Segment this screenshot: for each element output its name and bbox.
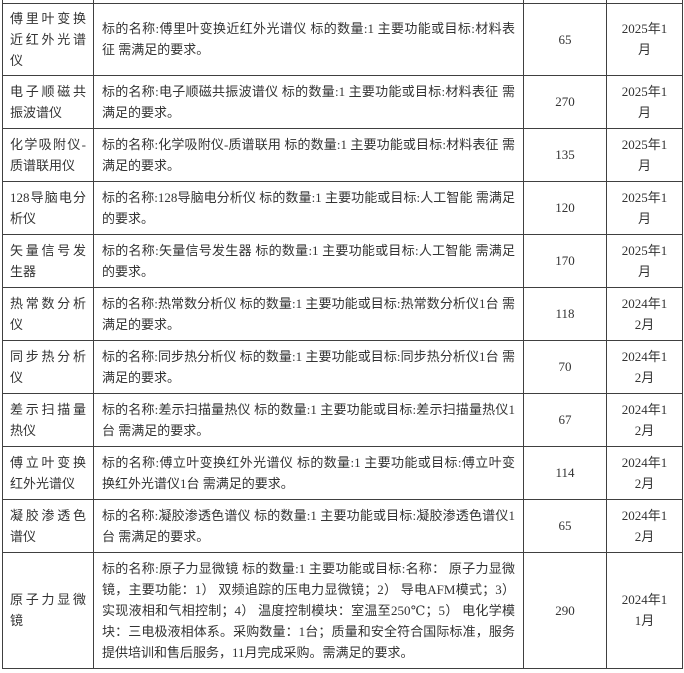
- item-description: 标的名称:矢量信号发生器 标的数量:1 主要功能或目标:人工智能 需满足的要求。: [93, 233, 524, 288]
- item-name: 128导脑电分析仪: [2, 180, 94, 235]
- budget-amount: 70: [523, 339, 607, 394]
- item-name: 差示扫描量热仪: [2, 392, 94, 447]
- item-description: 标的名称:傅立叶变换红外光谱仪 标的数量:1 主要功能或目标:傅立叶变换红外光谱…: [93, 445, 524, 500]
- table-row: 电子顺磁共振波谱仪 标的名称:电子顺磁共振波谱仪 标的数量:1 主要功能或目标:…: [2, 74, 683, 129]
- budget-amount: 170: [523, 233, 607, 288]
- item-description: 标的名称:原子力显微镜 标的数量:1 主要功能或目标:名称： 原子力显微镜，主要…: [93, 551, 524, 669]
- item-description: 标的名称:同步热分析仪 标的数量:1 主要功能或目标:同步热分析仪1台 需满足的…: [93, 339, 524, 394]
- budget-amount: 118: [523, 286, 607, 341]
- table-row: 傅立叶变换红外光谱仪 标的名称:傅立叶变换红外光谱仪 标的数量:1 主要功能或目…: [2, 445, 683, 500]
- table-row: 化学吸附仪-质谱联用仪 标的名称:化学吸附仪-质谱联用 标的数量:1 主要功能或…: [2, 127, 683, 182]
- purchase-date: 2025年1月: [606, 180, 683, 235]
- item-name: 同步热分析仪: [2, 339, 94, 394]
- item-name: 热常数分析仪: [2, 286, 94, 341]
- item-name: 傅立叶变换红外光谱仪: [2, 445, 94, 500]
- table-row: 热常数分析仪 标的名称:热常数分析仪 标的数量:1 主要功能或目标:热常数分析仪…: [2, 286, 683, 341]
- item-description: 标的名称:差示扫描量热仪 标的数量:1 主要功能或目标:差示扫描量热仪1台 需满…: [93, 392, 524, 447]
- item-name: 原子力显微镜: [2, 551, 94, 669]
- budget-amount: 270: [523, 74, 607, 129]
- purchase-date: 2024年12月: [606, 286, 683, 341]
- item-name: 化学吸附仪-质谱联用仪: [2, 127, 94, 182]
- purchase-date: 2024年12月: [606, 339, 683, 394]
- budget-amount: 135: [523, 127, 607, 182]
- table-row: 傅里叶变换近红外光谱仪 标的名称:傅里叶变换近红外光谱仪 标的数量:1 主要功能…: [2, 2, 683, 76]
- item-description: 标的名称:化学吸附仪-质谱联用 标的数量:1 主要功能或目标:材料表征 需满足的…: [93, 127, 524, 182]
- purchase-date: 2025年1月: [606, 74, 683, 129]
- item-description: 标的名称:电子顺磁共振波谱仪 标的数量:1 主要功能或目标:材料表征 需满足的要…: [93, 74, 524, 129]
- budget-amount: 120: [523, 180, 607, 235]
- item-description: 标的名称:128导脑电分析仪 标的数量:1 主要功能或目标:人工智能 需满足的要…: [93, 180, 524, 235]
- budget-amount: 114: [523, 445, 607, 500]
- budget-amount: 65: [523, 498, 607, 553]
- purchase-date: 2024年12月: [606, 392, 683, 447]
- purchase-date: 2025年1月: [606, 127, 683, 182]
- item-name: 电子顺磁共振波谱仪: [2, 74, 94, 129]
- item-description: 标的名称:热常数分析仪 标的数量:1 主要功能或目标:热常数分析仪1台 需满足的…: [93, 286, 524, 341]
- item-name: 凝胶渗透色谱仪: [2, 498, 94, 553]
- budget-amount: 67: [523, 392, 607, 447]
- purchase-date: 2024年12月: [606, 498, 683, 553]
- item-description: 标的名称:凝胶渗透色谱仪 标的数量:1 主要功能或目标:凝胶渗透色谱仪1台 需满…: [93, 498, 524, 553]
- table-row: 同步热分析仪 标的名称:同步热分析仪 标的数量:1 主要功能或目标:同步热分析仪…: [2, 339, 683, 394]
- table-row: 矢量信号发生器 标的名称:矢量信号发生器 标的数量:1 主要功能或目标:人工智能…: [2, 233, 683, 288]
- item-name: 傅里叶变换近红外光谱仪: [2, 2, 94, 76]
- purchase-date: 2024年11月: [606, 551, 683, 669]
- table-row: 原子力显微镜 标的名称:原子力显微镜 标的数量:1 主要功能或目标:名称： 原子…: [2, 551, 683, 669]
- purchase-date: 2025年1月: [606, 2, 683, 76]
- table-row: 差示扫描量热仪 标的名称:差示扫描量热仪 标的数量:1 主要功能或目标:差示扫描…: [2, 392, 683, 447]
- budget-amount: 290: [523, 551, 607, 669]
- budget-amount: 65: [523, 2, 607, 76]
- item-name: 矢量信号发生器: [2, 233, 94, 288]
- table-row: 凝胶渗透色谱仪 标的名称:凝胶渗透色谱仪 标的数量:1 主要功能或目标:凝胶渗透…: [2, 498, 683, 553]
- purchase-date: 2024年12月: [606, 445, 683, 500]
- purchase-date: 2025年1月: [606, 233, 683, 288]
- item-description: 标的名称:傅里叶变换近红外光谱仪 标的数量:1 主要功能或目标:材料表征 需满足…: [93, 2, 524, 76]
- table-row: 128导脑电分析仪 标的名称:128导脑电分析仪 标的数量:1 主要功能或目标:…: [2, 180, 683, 235]
